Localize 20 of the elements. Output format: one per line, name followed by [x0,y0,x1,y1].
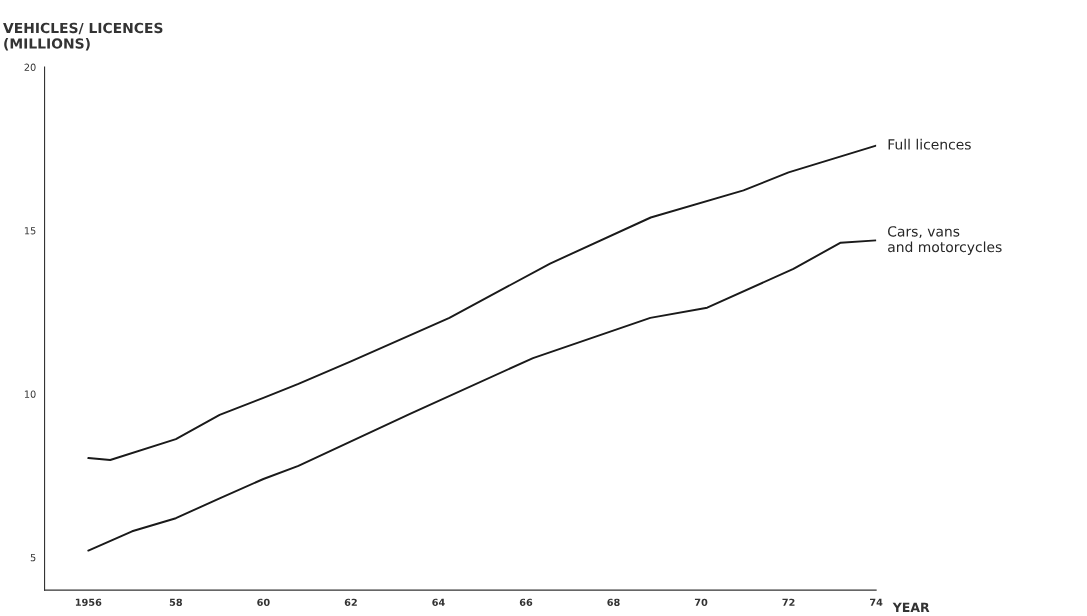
y-tick-label: 5 [30,554,36,562]
x-tick-label: 68 [607,598,620,606]
x-axis-title: YEAR [892,602,930,612]
line-series [87,239,877,552]
series-label: Cars, vans and motorcycles [888,226,1002,255]
x-tick-label: 72 [782,598,795,606]
y-tick-label: 10 [24,390,36,398]
y-tick-label: 15 [24,227,36,235]
x-tick-label: 70 [694,598,708,606]
y-axis-title: VEHICLES/ LICENCES (MILLIONS) [3,22,163,51]
x-tick-label: 74 [870,598,883,606]
y-tick-label: 20 [24,63,36,71]
x-tick-label: 1956 [75,598,102,606]
x-tick-label: 58 [169,598,183,606]
x-tick-label: 62 [344,598,357,606]
x-tick-label: 60 [257,598,270,606]
series-label: Full licences [888,138,971,150]
x-tick-label: 66 [519,598,533,606]
line-series [87,144,877,462]
x-tick-label: 64 [432,598,445,606]
